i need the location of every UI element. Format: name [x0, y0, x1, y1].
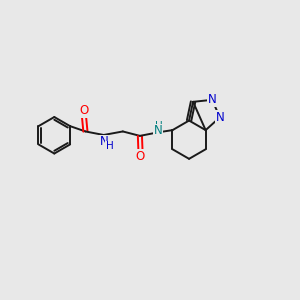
Text: N: N: [100, 135, 108, 148]
Text: N: N: [208, 93, 217, 106]
Text: O: O: [136, 150, 145, 163]
Text: H: H: [106, 141, 114, 151]
Text: N: N: [154, 124, 163, 137]
Text: O: O: [79, 104, 88, 117]
Text: N: N: [215, 111, 224, 124]
Text: H: H: [154, 121, 162, 131]
